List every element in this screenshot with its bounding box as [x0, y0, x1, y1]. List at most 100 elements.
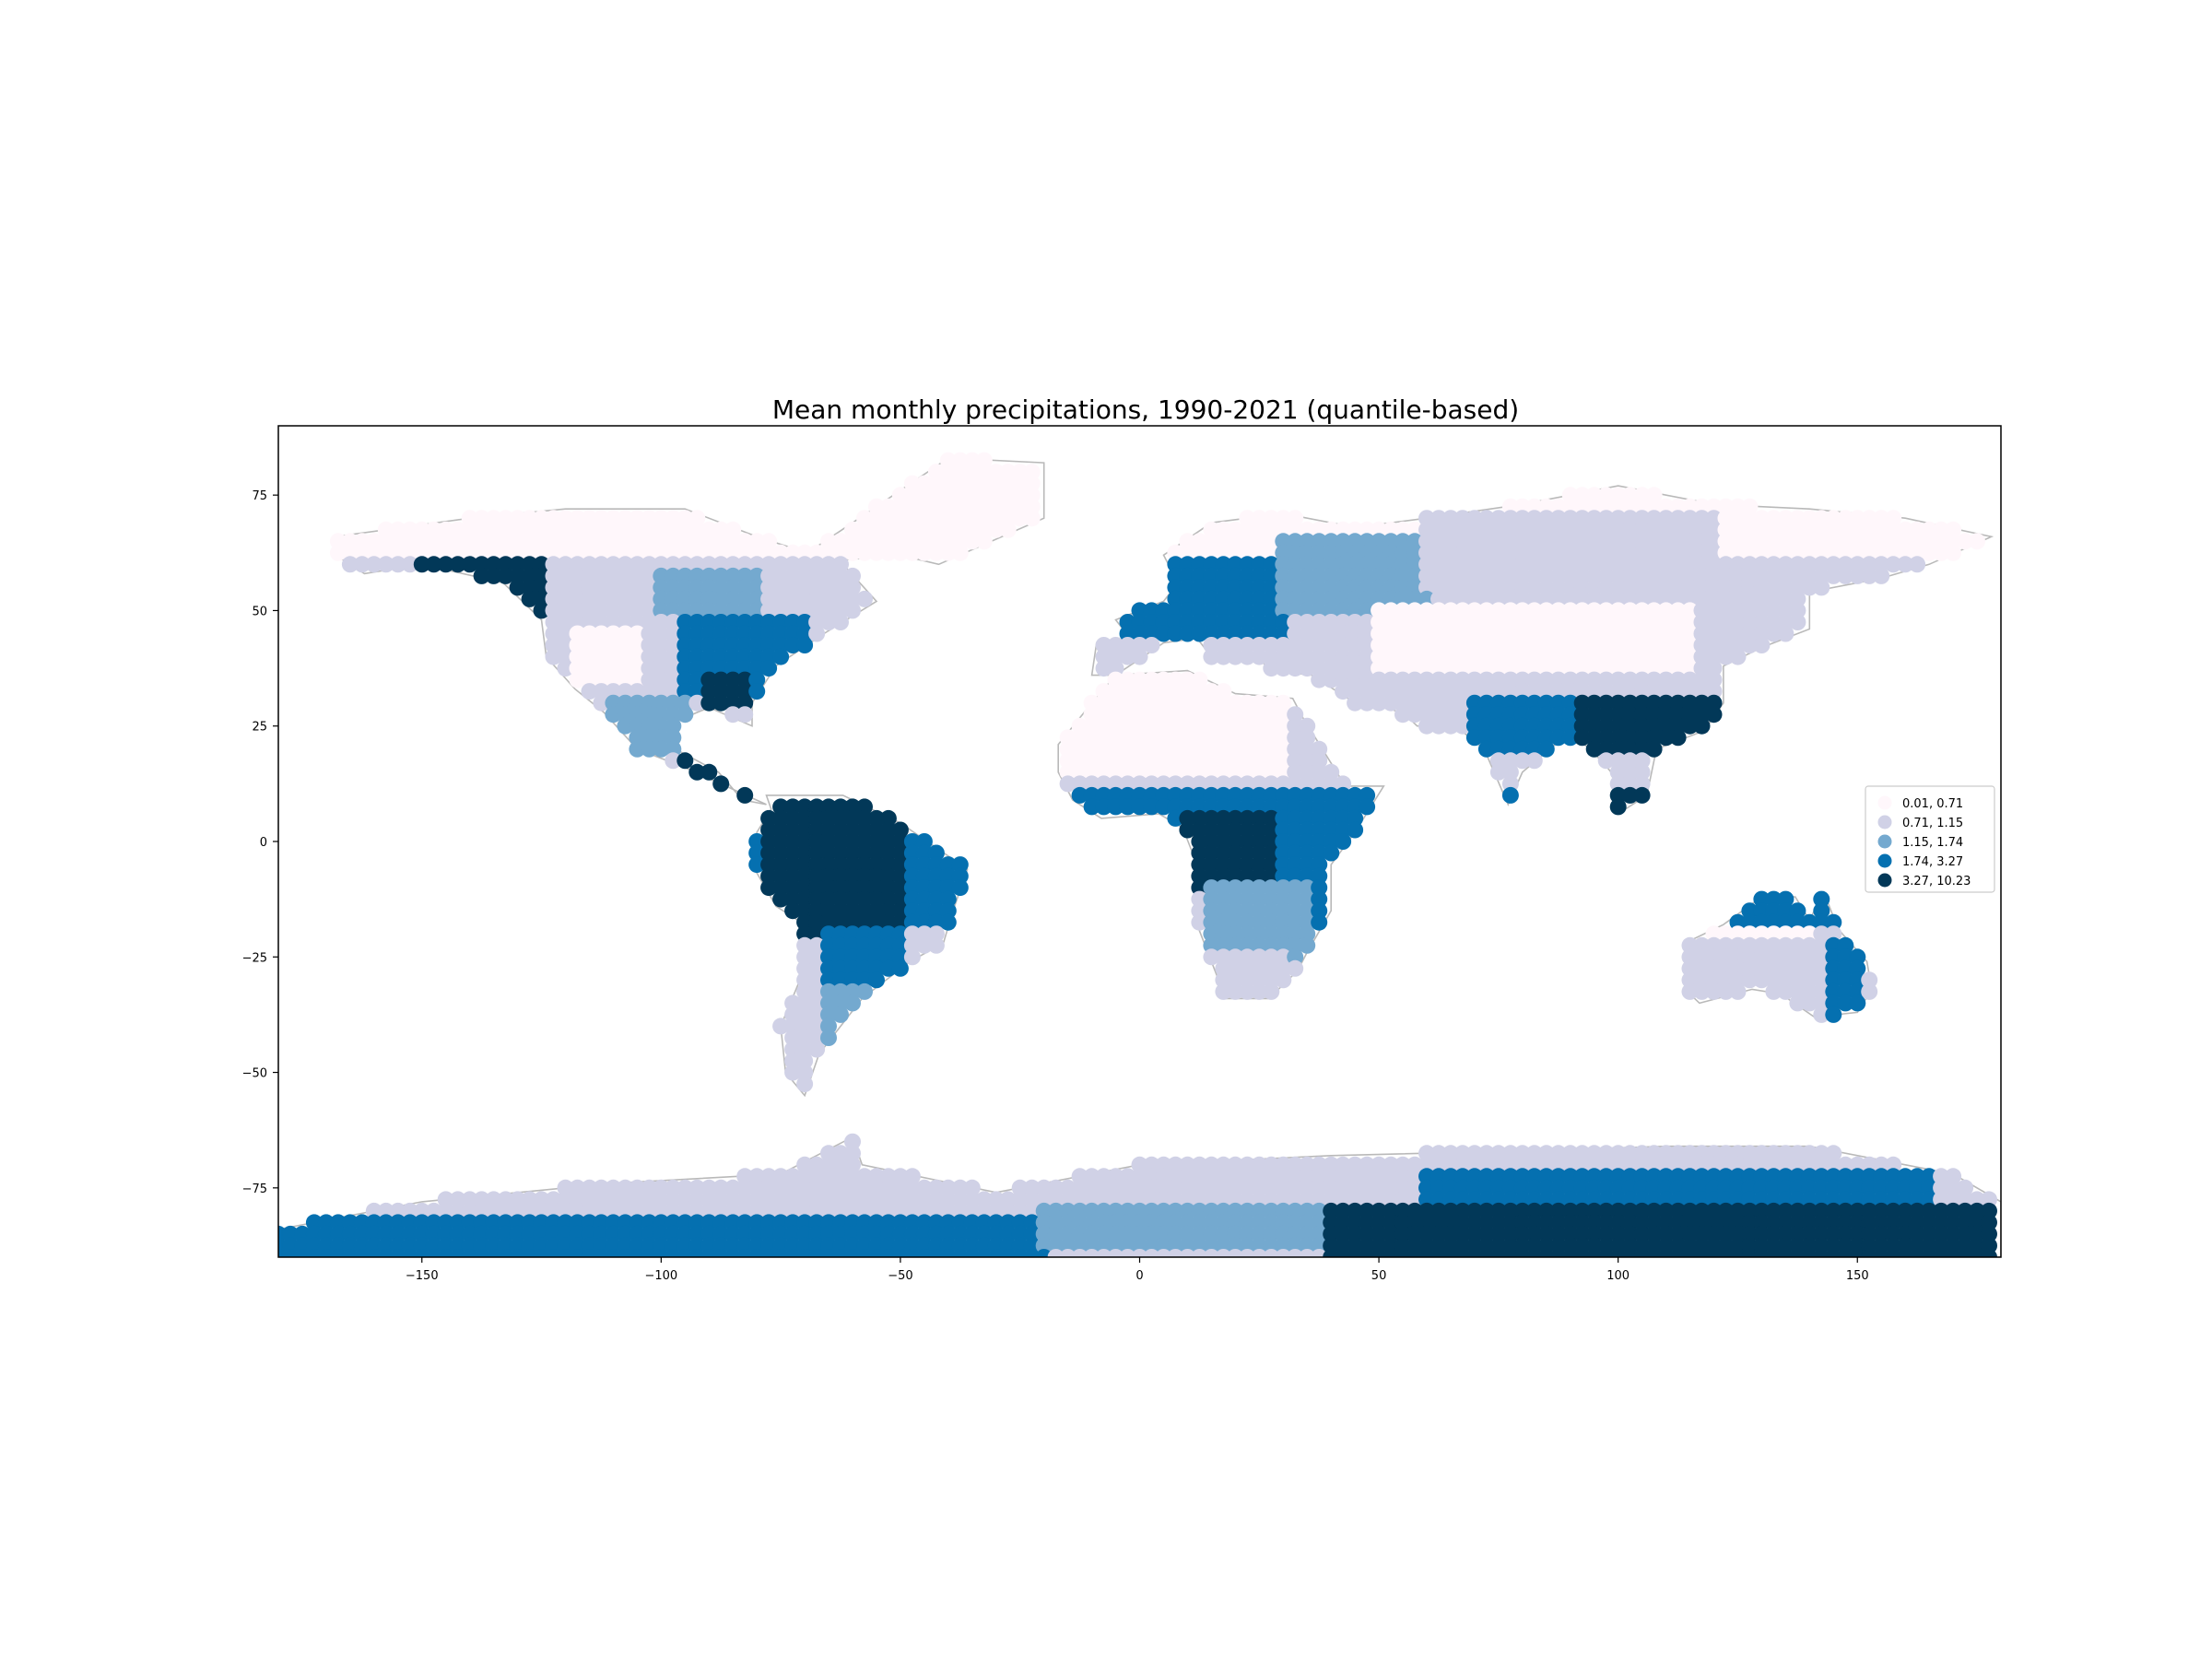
data-point	[844, 1214, 861, 1231]
data-point	[724, 1179, 742, 1196]
data-point	[1717, 925, 1735, 943]
data-point	[1669, 1156, 1687, 1173]
data-point	[1179, 1202, 1196, 1219]
data-point	[1501, 786, 1519, 804]
data-point	[1849, 567, 1866, 584]
data-point	[784, 1214, 802, 1231]
data-point	[1143, 625, 1160, 642]
data-point	[1633, 740, 1651, 758]
data-point	[1453, 671, 1471, 688]
data-point	[533, 1225, 550, 1242]
data-point	[365, 1202, 382, 1219]
data-point	[1477, 1156, 1495, 1173]
data-point	[1717, 1145, 1735, 1162]
data-point	[856, 902, 873, 920]
data-point	[1275, 867, 1292, 885]
data-point	[1394, 556, 1411, 573]
data-point	[533, 1191, 550, 1208]
data-point	[1323, 590, 1340, 607]
data-point	[1513, 533, 1531, 550]
data-point	[1489, 1179, 1507, 1196]
data-point	[1837, 959, 1854, 977]
data-point	[1681, 706, 1699, 724]
data-point	[1897, 556, 1914, 573]
data-point	[1023, 510, 1041, 527]
data-point	[903, 844, 921, 862]
data-point	[1837, 936, 1854, 954]
data-point	[1669, 1168, 1687, 1185]
data-point	[1023, 498, 1041, 515]
data-point	[1119, 786, 1136, 804]
data-point	[1263, 556, 1280, 573]
data-point	[1215, 982, 1232, 1000]
data-point	[1693, 567, 1711, 584]
data-point	[820, 856, 837, 874]
data-point	[1933, 1237, 1950, 1254]
data-point	[1537, 648, 1555, 665]
data-point	[1406, 1179, 1423, 1196]
data-point	[605, 567, 622, 584]
data-point	[1323, 567, 1340, 584]
data-point	[653, 510, 670, 527]
data-point	[808, 1018, 826, 1035]
data-point	[1645, 579, 1663, 596]
data-point	[557, 1225, 574, 1242]
data-point	[593, 533, 610, 550]
data-point	[1681, 971, 1699, 989]
data-point	[1287, 936, 1304, 954]
data-point	[1275, 752, 1292, 770]
data-point	[665, 590, 682, 607]
data-point	[1131, 614, 1148, 630]
data-point	[1669, 694, 1687, 712]
data-point	[557, 579, 574, 596]
data-point	[879, 879, 897, 897]
data-point	[1477, 740, 1495, 758]
data-point	[1573, 717, 1591, 735]
data-point	[1239, 1191, 1256, 1208]
data-point	[1825, 556, 1842, 573]
data-point	[1239, 625, 1256, 642]
data-point	[772, 567, 790, 584]
data-point	[891, 925, 909, 943]
data-point	[879, 1191, 897, 1208]
data-point	[617, 1191, 634, 1208]
data-point	[1681, 1191, 1699, 1208]
data-point	[1477, 1168, 1495, 1185]
data-point	[1394, 579, 1411, 596]
data-point	[1203, 867, 1220, 885]
data-point	[1945, 533, 1962, 550]
data-point	[1347, 671, 1364, 688]
data-point	[1275, 844, 1292, 862]
data-point	[903, 1214, 921, 1231]
data-point	[1095, 1225, 1112, 1242]
data-point	[1191, 544, 1208, 561]
data-point	[557, 660, 574, 677]
data-point	[1489, 590, 1507, 607]
data-point	[1215, 913, 1232, 931]
data-point	[677, 625, 694, 642]
data-point	[832, 844, 849, 862]
data-point	[1035, 1214, 1053, 1231]
data-point	[1597, 648, 1615, 665]
data-point	[1705, 1168, 1723, 1185]
data-point	[712, 671, 730, 688]
data-point	[1359, 1237, 1376, 1254]
data-point	[1633, 775, 1651, 793]
data-point	[1227, 959, 1244, 977]
data-point	[581, 544, 598, 561]
data-point	[1131, 798, 1148, 816]
data-point	[808, 982, 826, 1000]
data-point	[1143, 740, 1160, 758]
data-point	[425, 556, 442, 573]
data-point	[748, 844, 766, 862]
data-point	[509, 556, 526, 573]
data-point	[1335, 602, 1352, 619]
data-point	[939, 464, 957, 481]
data-point	[1347, 602, 1364, 619]
data-point	[1131, 637, 1148, 653]
data-point	[808, 614, 826, 630]
data-point	[1945, 1237, 1962, 1254]
data-point	[1933, 1225, 1950, 1242]
data-point	[389, 533, 406, 550]
data-point	[1465, 683, 1483, 700]
